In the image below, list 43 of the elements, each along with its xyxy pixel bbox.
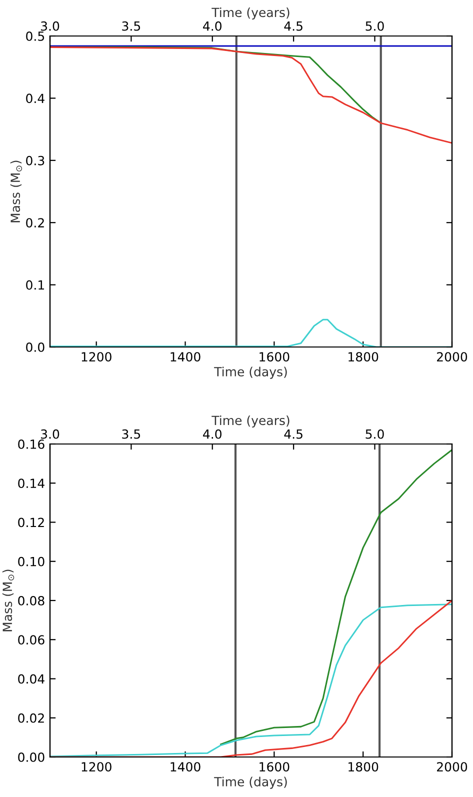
x-axis-title: Time (days) [214, 776, 287, 789]
x2-tick-label: 3.5 [122, 21, 140, 31]
y-tick-label: 0.5 [26, 31, 44, 41]
y-tick-label: 0.12 [18, 518, 44, 528]
x-tick-label: 1800 [348, 352, 378, 362]
line-series [50, 46, 452, 144]
y-tick-label: 0.0 [26, 342, 44, 352]
y-tick-label: 0.4 [26, 94, 44, 104]
x2-tick-label: 5.0 [366, 21, 384, 31]
x2-axis-title: Time (years) [212, 7, 290, 20]
y-axis-title: Mass (M$_{⊙}$) [2, 570, 14, 632]
x-tick-label: 1800 [348, 762, 378, 772]
x2-tick-label: 3.5 [122, 429, 140, 439]
x-tick-label: 1600 [260, 762, 290, 772]
y-tick-label: 0.02 [18, 713, 44, 723]
x-tick-label: 1600 [260, 352, 290, 362]
y-tick-label: 0.10 [18, 556, 44, 566]
x-axis-title: Time (days) [214, 366, 287, 379]
x2-tick-label: 4.0 [203, 21, 222, 31]
x-tick-label: 2000 [437, 352, 468, 362]
y-tick-label: 0.3 [26, 156, 44, 166]
x2-tick-label: 3.0 [41, 429, 60, 439]
x-tick-label: 1200 [82, 352, 112, 362]
x2-axis-title: Time (years) [212, 415, 290, 428]
x-tick-label: 2000 [437, 762, 468, 772]
x2-tick-label: 4.5 [284, 22, 302, 31]
x2-tick-label: 4.5 [284, 430, 302, 439]
y-tick-label: 0.1 [26, 280, 44, 290]
y-tick-label: 0.04 [18, 674, 44, 684]
y-tick-label: 0.06 [18, 635, 44, 645]
x2-tick-label: 3.0 [41, 21, 60, 31]
x-tick-label: 1200 [82, 762, 112, 772]
y-tick-label: 0.14 [18, 478, 44, 488]
y-tick-label: 0.16 [18, 439, 44, 449]
y-tick-label: 0.00 [18, 752, 44, 762]
line-series [220, 449, 452, 746]
y-axis-title: Mass (M$_{⊙}$) [10, 160, 22, 222]
x2-tick-label: 5.0 [366, 429, 384, 439]
x-tick-label: 1400 [170, 352, 200, 362]
y-tick-label: 0.2 [26, 218, 44, 228]
y-tick-label: 0.08 [18, 596, 44, 606]
x2-tick-label: 4.0 [203, 429, 222, 439]
x-tick-label: 1400 [170, 762, 200, 772]
